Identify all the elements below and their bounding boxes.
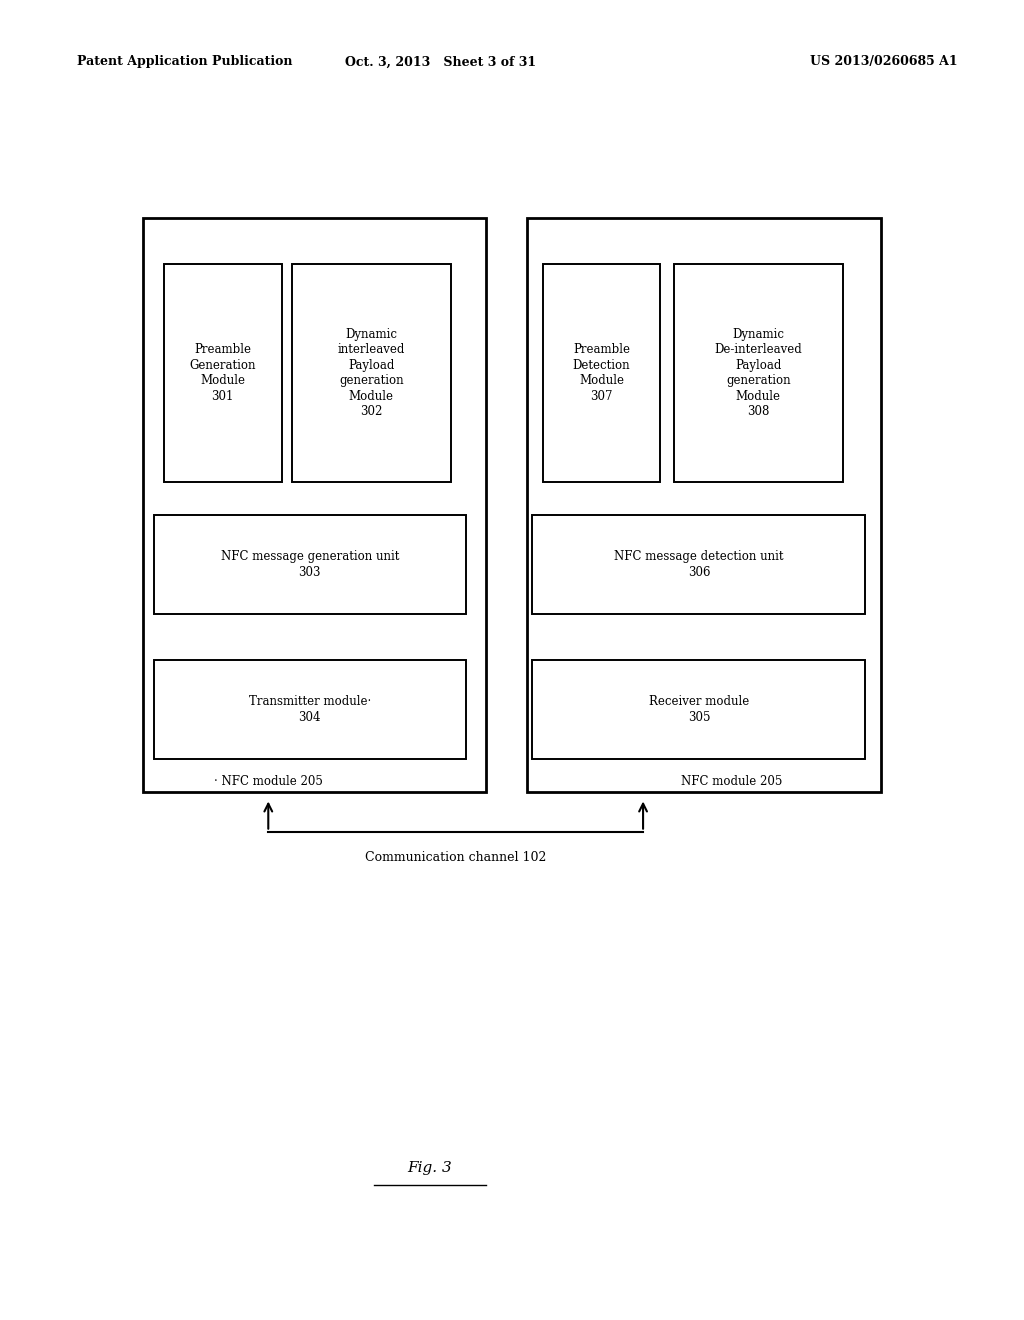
Text: Oct. 3, 2013   Sheet 3 of 31: Oct. 3, 2013 Sheet 3 of 31 — [345, 55, 536, 69]
Bar — [532, 660, 865, 759]
Bar — [154, 515, 466, 614]
Text: US 2013/0260685 A1: US 2013/0260685 A1 — [810, 55, 957, 69]
Bar — [527, 218, 881, 792]
Text: Patent Application Publication: Patent Application Publication — [77, 55, 292, 69]
Text: Preamble
Detection
Module
307: Preamble Detection Module 307 — [572, 343, 631, 403]
Text: NFC module 205: NFC module 205 — [682, 775, 782, 788]
Text: Dynamic
De-interleaved
Payload
generation
Module
308: Dynamic De-interleaved Payload generatio… — [715, 327, 802, 418]
Text: · NFC module 205: · NFC module 205 — [214, 775, 323, 788]
Bar — [532, 515, 865, 614]
Text: Receiver module
305: Receiver module 305 — [649, 696, 749, 723]
Text: Communication channel 102: Communication channel 102 — [365, 851, 547, 865]
Bar — [543, 264, 660, 482]
Bar — [154, 660, 466, 759]
Bar — [143, 218, 486, 792]
Text: NFC message generation unit
303: NFC message generation unit 303 — [220, 550, 399, 578]
Text: Fig. 3: Fig. 3 — [408, 1162, 453, 1175]
Text: Transmitter module·
304: Transmitter module· 304 — [249, 696, 371, 723]
Text: NFC message detection unit
306: NFC message detection unit 306 — [614, 550, 783, 578]
Text: Preamble
Generation
Module
301: Preamble Generation Module 301 — [189, 343, 256, 403]
Bar — [674, 264, 843, 482]
Text: Dynamic
interleaved
Payload
generation
Module
302: Dynamic interleaved Payload generation M… — [338, 327, 404, 418]
Bar — [164, 264, 282, 482]
Bar — [292, 264, 451, 482]
